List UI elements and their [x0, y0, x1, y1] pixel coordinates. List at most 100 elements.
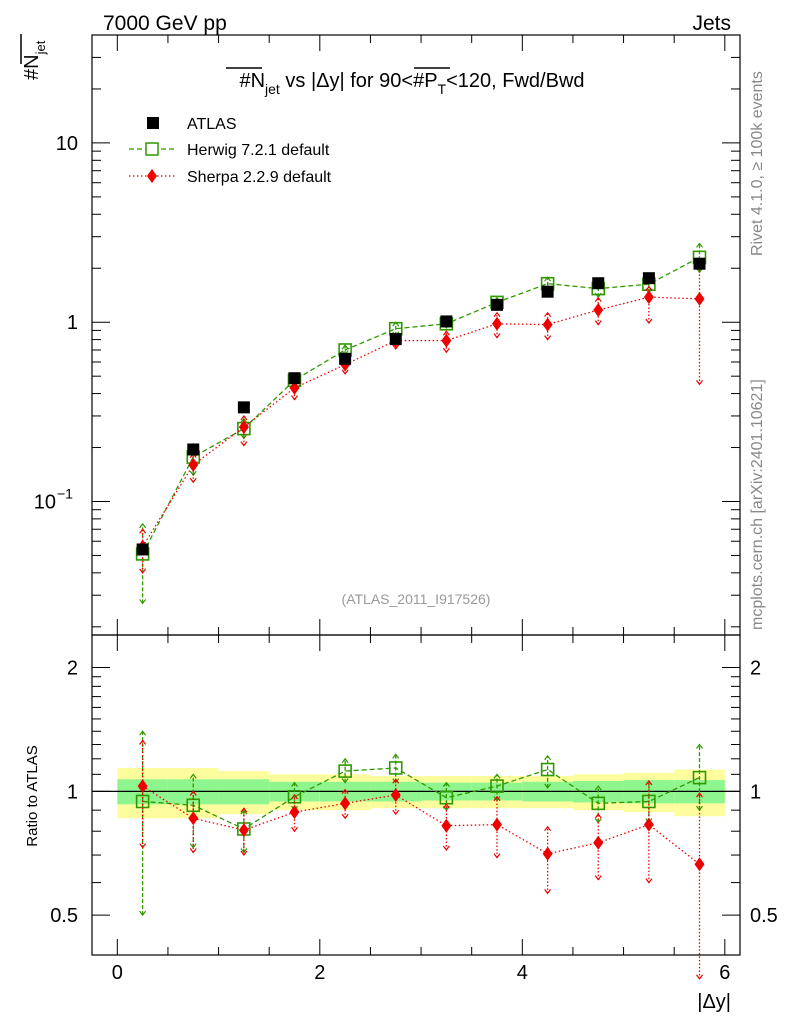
- sherpa-point: [694, 291, 705, 306]
- sherpa-errorbar-cap: [341, 788, 349, 794]
- title-part-2: vs |Δy| for 90<#P: [280, 70, 438, 92]
- herwig-errorbar-cap: [696, 242, 703, 248]
- sherpa-errorbar-cap: [645, 285, 653, 291]
- herwig-errorbar-cap: [493, 773, 501, 779]
- sherpa-point: [238, 823, 249, 838]
- herwig-errorbar-cap: [240, 417, 248, 423]
- ratio-frame: [91, 634, 741, 956]
- mcplots-label: mcplots.cern.ch [arXiv:2401.10621]: [749, 379, 766, 630]
- sherpa-point: [694, 857, 705, 872]
- sherpa-errorbar-cap: [139, 528, 147, 534]
- sherpa-errorbar-cap: [645, 878, 653, 884]
- herwig-errorbar-cap: [594, 785, 602, 791]
- sherpa-point: [492, 817, 502, 832]
- y-tick-label: 1: [67, 312, 78, 334]
- herwig-errorbar-cap: [341, 344, 349, 350]
- sherpa-errorbar-cap: [291, 826, 298, 833]
- y-tick-exponent: −1: [57, 485, 73, 501]
- sherpa-errorbar-cap: [139, 739, 147, 745]
- atlas-point: [491, 298, 503, 311]
- ylabel-part-0: #N: [21, 54, 43, 80]
- sherpa-errorbar-cap: [696, 974, 703, 980]
- herwig-errorbar-cap: [341, 757, 349, 764]
- herwig-errorbar-cap: [696, 743, 703, 749]
- sherpa-errorbar-cap: [189, 790, 197, 796]
- ratio-panel: 0 2 4 6 0.5 0.5 1 1 2 2: [50, 634, 778, 984]
- ratio-y-tick-label: 0.5: [50, 905, 78, 927]
- sherpa-point: [441, 333, 452, 348]
- sherpa-point: [340, 796, 351, 811]
- ylabel-part-1: jet: [33, 40, 48, 55]
- sherpa-point: [542, 846, 553, 861]
- sherpa-errorbar-cap: [645, 779, 653, 786]
- sherpa-point: [289, 380, 300, 395]
- main-ylabel: #Njet: [20, 34, 48, 80]
- herwig-errorbar-cap: [240, 848, 248, 854]
- herwig-point: [642, 794, 656, 809]
- herwig-line: [142, 256, 700, 555]
- sherpa-errorbar-cap: [594, 296, 602, 303]
- x-tick-label: 0: [112, 962, 123, 984]
- y-tick-label: 10: [34, 491, 56, 513]
- title-part-3: T: [438, 81, 447, 97]
- sherpa-errorbar-cap: [341, 813, 349, 820]
- sherpa-errorbar-cap: [341, 369, 349, 375]
- legend-marker-atlas: [147, 117, 159, 129]
- atlas-point: [693, 257, 706, 270]
- sherpa-errorbar-cap: [240, 414, 248, 421]
- legend-marker-herwig: [145, 142, 159, 156]
- sherpa-errorbar-cap: [594, 875, 602, 881]
- sherpa-line: [142, 296, 700, 547]
- herwig-errorbar-cap: [139, 522, 147, 529]
- title-part-1: jet: [264, 81, 280, 97]
- sherpa-point: [492, 316, 502, 331]
- herwig-errorbar-cap: [240, 809, 248, 815]
- herwig-point: [490, 779, 504, 793]
- sherpa-errorbar-cap: [392, 778, 400, 784]
- herwig-line: [142, 767, 700, 830]
- sherpa-point: [441, 818, 452, 833]
- herwig-point: [135, 794, 150, 809]
- sherpa-errorbar-cap: [493, 311, 501, 318]
- sherpa-errorbar-cap: [594, 320, 602, 326]
- sherpa-point: [188, 811, 199, 826]
- herwig-point: [591, 796, 606, 811]
- sherpa-errorbar-cap: [544, 311, 552, 318]
- herwig-errorbar-cap: [392, 753, 400, 759]
- y-tick-label: 10: [56, 133, 78, 155]
- legend-label-atlas: ATLAS: [187, 116, 237, 133]
- herwig-errorbar-cap: [291, 781, 298, 788]
- header-right: Jets: [692, 12, 731, 35]
- sherpa-point: [643, 817, 654, 832]
- atlas-point: [592, 277, 605, 290]
- herwig-errorbar-cap: [442, 781, 450, 788]
- sherpa-errorbar-cap: [493, 853, 501, 859]
- atlas-point: [136, 543, 149, 556]
- ratio-y-tick-label-right: 1: [750, 781, 761, 803]
- x-tick-label: 2: [314, 962, 325, 984]
- sherpa-point: [593, 835, 604, 850]
- sherpa-errorbar-cap: [493, 333, 501, 339]
- sherpa-errorbar-cap: [442, 330, 450, 336]
- herwig-point: [338, 764, 352, 778]
- header-left: 7000 GeV pp: [103, 12, 227, 35]
- sherpa-errorbar-cap: [392, 809, 400, 816]
- sherpa-errorbar-cap: [645, 318, 653, 324]
- x-tick-label: 4: [517, 962, 528, 984]
- sherpa-errorbar-cap: [442, 803, 450, 809]
- svg-text:#Njet: #Njet: [21, 40, 48, 80]
- atlas-point: [187, 443, 200, 456]
- ratio-ylabel: Ratio to ATLAS: [24, 745, 41, 846]
- sherpa-point: [137, 779, 148, 794]
- sherpa-point: [542, 317, 553, 332]
- atlas-point: [541, 285, 554, 298]
- sherpa-point: [593, 302, 604, 317]
- title-part-4: <120, Fwd/Bwd: [446, 70, 584, 92]
- atlas-point: [237, 401, 250, 414]
- sherpa-errorbar-cap: [442, 845, 450, 852]
- legend-label-herwig: Herwig 7.2.1 default: [187, 142, 330, 159]
- x-tick-label: 6: [719, 962, 730, 984]
- sherpa-point: [289, 805, 300, 820]
- sherpa-errorbar-cap: [696, 380, 703, 386]
